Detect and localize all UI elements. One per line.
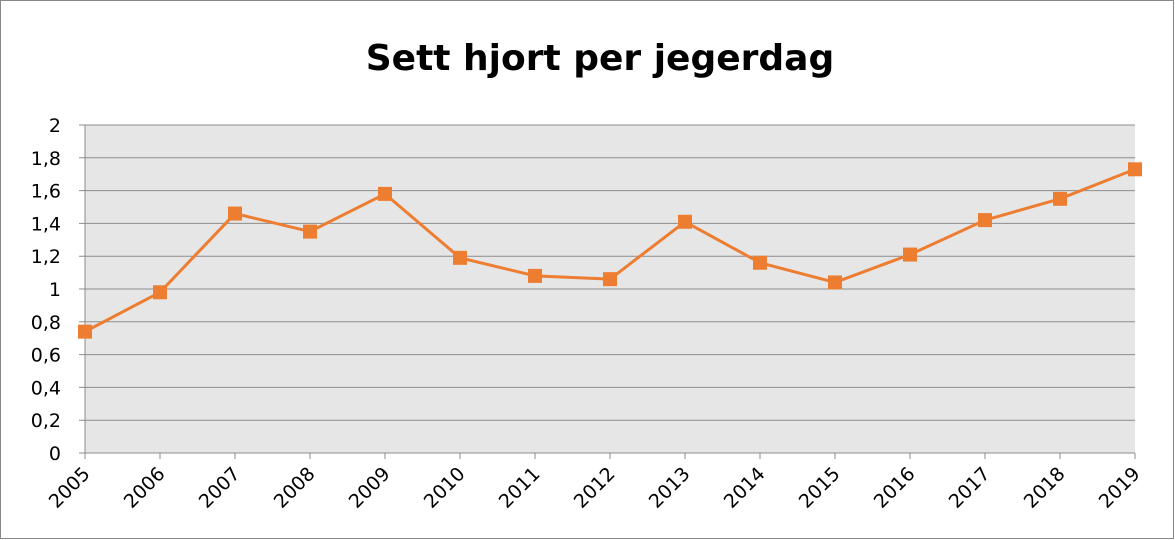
y-tick-label: 0,8 <box>31 312 61 334</box>
marker <box>678 214 692 229</box>
y-tick-label: 1,4 <box>31 213 61 235</box>
marker <box>1053 191 1067 206</box>
y-tick-label: 2 <box>49 115 61 137</box>
chart-title: Sett hjort per jegerdag <box>366 38 835 79</box>
y-tick-label: 1,2 <box>31 246 61 268</box>
y-tick-label: 0 <box>49 443 61 465</box>
y-tick-label: 0,2 <box>31 410 61 432</box>
marker <box>528 268 542 283</box>
marker <box>453 250 467 265</box>
y-tick-label: 1 <box>49 279 61 301</box>
marker <box>753 255 767 270</box>
y-tick-label: 0,6 <box>31 345 61 367</box>
marker <box>153 285 167 300</box>
marker <box>303 224 317 239</box>
marker <box>978 213 992 228</box>
marker <box>228 206 242 221</box>
marker <box>1128 162 1142 177</box>
y-tick-label: 0,4 <box>31 377 61 399</box>
y-tick-label: 1,8 <box>31 148 61 170</box>
marker <box>78 324 92 339</box>
marker <box>378 186 392 201</box>
y-tick-label: 1,6 <box>31 181 61 203</box>
marker <box>828 275 842 290</box>
marker <box>903 247 917 262</box>
marker <box>603 272 617 287</box>
